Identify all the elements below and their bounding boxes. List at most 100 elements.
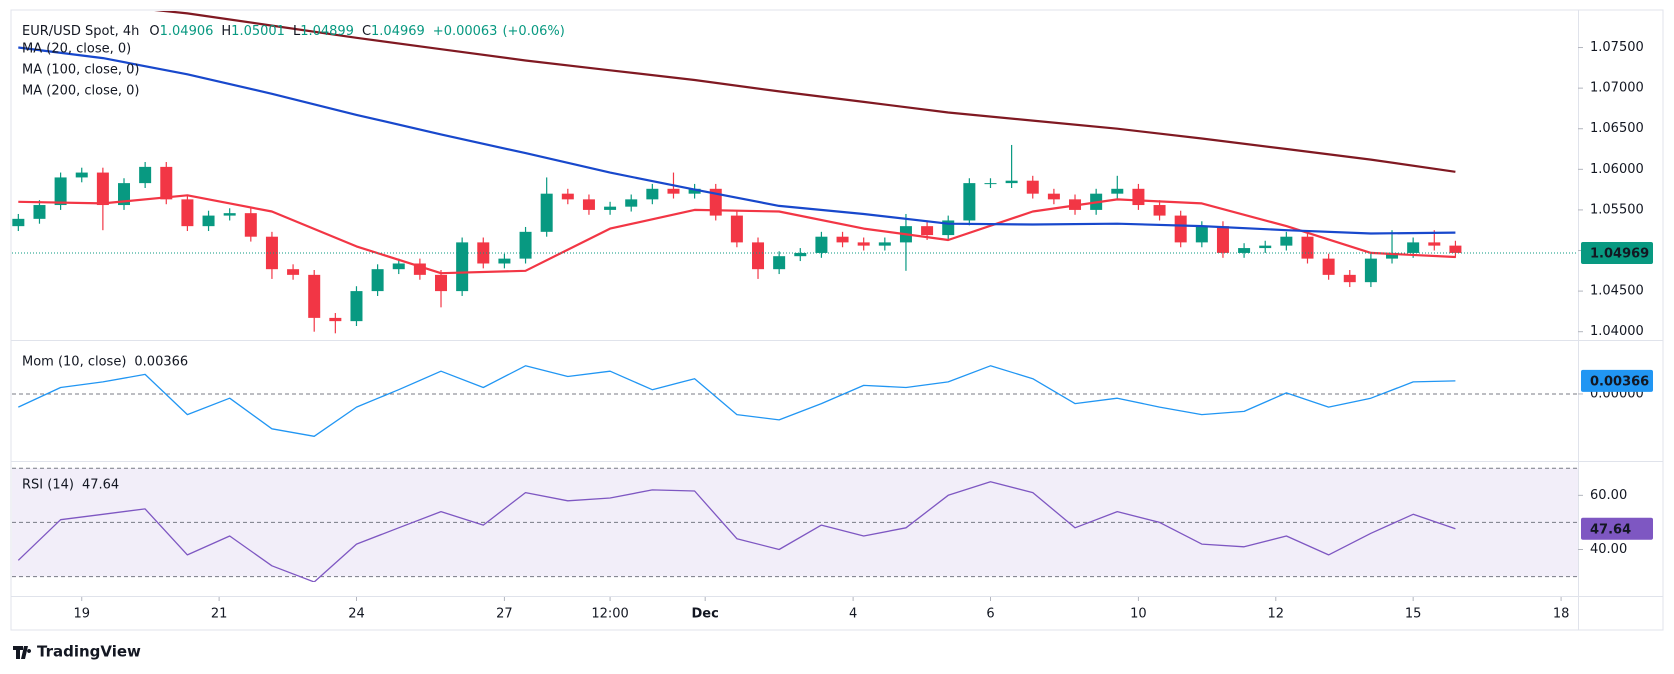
ohlc-label: O — [149, 24, 159, 39]
x-tick-label: 19 — [73, 607, 90, 622]
value-tag — [1581, 369, 1653, 392]
candle-body — [1428, 242, 1441, 246]
ohlc-value: 1.04969 — [371, 24, 425, 39]
candle-body — [350, 291, 363, 322]
candle-body — [582, 199, 595, 210]
candle-body — [223, 213, 236, 216]
legend-entry: MA (200, close, 0) — [22, 84, 139, 99]
candle-body — [456, 242, 469, 292]
candle-body — [118, 183, 131, 206]
candle-body — [244, 213, 257, 237]
value-tag-label: 47.64 — [1590, 522, 1631, 537]
pane — [12, 467, 1578, 582]
candle-body — [1407, 242, 1420, 253]
candle-body — [836, 236, 849, 243]
y-tick-label: 40.00 — [1590, 542, 1627, 557]
candle-body — [561, 193, 574, 200]
candle-body — [329, 317, 342, 322]
candle-body — [1026, 180, 1039, 194]
x-tick-label: 21 — [211, 607, 228, 622]
logo — [13, 646, 32, 659]
frame — [10, 9, 1664, 631]
x-tick-label: 27 — [496, 607, 513, 622]
candle-body — [984, 183, 997, 185]
candle-body — [794, 252, 807, 257]
series-line — [17, 481, 1456, 582]
candle-body — [540, 193, 553, 232]
symbol: EUR/USD Spot, 4h — [22, 24, 139, 39]
x-tick-label: 15 — [1405, 607, 1422, 622]
y-tick-label: 1.04500 — [1590, 284, 1644, 299]
header-legend: EUR/USD Spot, 4h O1.04906 H1.05001 L1.04899… — [22, 24, 565, 39]
change-pct: (+0.06%) — [502, 24, 564, 39]
x-tick-label: 24 — [348, 607, 365, 622]
candle-body — [1174, 215, 1187, 243]
x-tick-label: 4 — [849, 607, 857, 622]
y-tick-label: 1.07000 — [1590, 81, 1644, 96]
candle-body — [1364, 258, 1377, 283]
candle-body — [1195, 226, 1208, 243]
candle-body — [435, 274, 448, 292]
y-tick-label: 1.05500 — [1590, 202, 1644, 217]
ohlc-value: 1.05001 — [231, 24, 285, 39]
x-tick-label: Dec — [692, 607, 719, 622]
candle-body — [1153, 205, 1166, 216]
x-tick-label: 6 — [986, 607, 994, 622]
candle-body — [160, 166, 173, 200]
candle-body — [921, 226, 934, 236]
candle-body — [815, 236, 828, 253]
candle-body — [519, 231, 532, 259]
brand: TradingView — [37, 643, 141, 661]
candle-body — [963, 183, 976, 221]
y-tick-label: 1.04000 — [1590, 324, 1644, 339]
candle-body — [413, 263, 426, 275]
value-tag-label: 0.00366 — [1590, 374, 1649, 389]
candle-body — [752, 242, 765, 270]
candle-body — [139, 166, 152, 184]
price-tag — [1581, 242, 1653, 265]
indicator-name: Mom (10, close) — [22, 355, 126, 370]
candle-body — [878, 242, 891, 246]
candle-body — [308, 274, 321, 318]
candle-body — [1259, 245, 1272, 249]
candle-body — [857, 242, 870, 246]
candle-body — [1238, 248, 1251, 253]
candle-body — [1280, 236, 1293, 246]
candle-body — [730, 215, 743, 243]
candle-body — [202, 215, 215, 227]
series-line — [18, 46, 1456, 235]
candle-body — [371, 269, 384, 292]
candle-body — [1047, 193, 1060, 200]
indicator-name: RSI (14) — [22, 478, 74, 493]
candle-body — [1132, 188, 1145, 206]
indicator-value: 47.64 — [82, 478, 119, 493]
candle-body — [287, 269, 300, 275]
x-tick-label: 18 — [1553, 607, 1570, 622]
candle-body — [265, 236, 278, 270]
candle-body — [1343, 274, 1356, 283]
candle-body — [1111, 188, 1124, 194]
x-tick-label: 12:00 — [591, 607, 628, 622]
candle-body — [604, 206, 617, 210]
x-tick-label: 12 — [1268, 607, 1285, 622]
candle-body — [646, 188, 659, 200]
candle-body — [625, 199, 638, 207]
candle-body — [392, 263, 405, 270]
candle-body — [12, 218, 25, 227]
y-tick-label: 1.07500 — [1590, 40, 1644, 55]
pane — [12, 365, 1578, 437]
candle-body — [96, 172, 109, 206]
ohlc-value: 1.04899 — [300, 24, 354, 39]
candle-body — [1322, 258, 1335, 275]
change: +0.00063 — [433, 24, 498, 39]
candle-body — [1449, 245, 1462, 253]
candle-body — [498, 258, 511, 264]
candle-body — [75, 172, 88, 178]
candle-body — [709, 188, 722, 216]
candle-body — [181, 199, 194, 227]
ohlc-label: L — [293, 24, 301, 39]
series-line — [18, 194, 1456, 275]
indicator-value: 0.00366 — [134, 355, 188, 370]
candle-body — [667, 188, 680, 194]
candle-body — [1005, 180, 1018, 184]
